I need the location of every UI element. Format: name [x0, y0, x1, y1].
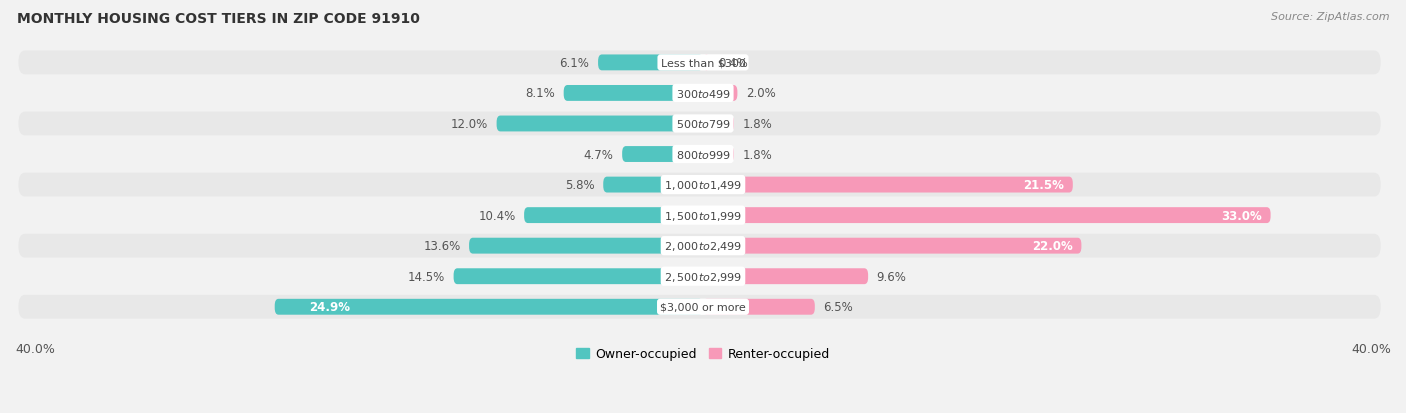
FancyBboxPatch shape: [598, 55, 703, 71]
FancyBboxPatch shape: [703, 268, 868, 285]
Text: 8.1%: 8.1%: [526, 87, 555, 100]
Text: 1.8%: 1.8%: [742, 148, 772, 161]
Text: 12.0%: 12.0%: [451, 118, 488, 131]
Text: 1.8%: 1.8%: [742, 118, 772, 131]
Text: $300 to $499: $300 to $499: [675, 88, 731, 100]
Text: 6.5%: 6.5%: [824, 301, 853, 313]
FancyBboxPatch shape: [18, 143, 1381, 166]
FancyBboxPatch shape: [703, 208, 1271, 223]
Text: 9.6%: 9.6%: [877, 270, 907, 283]
Text: 40.0%: 40.0%: [15, 342, 55, 355]
FancyBboxPatch shape: [703, 116, 734, 132]
Text: $1,500 to $1,999: $1,500 to $1,999: [664, 209, 742, 222]
FancyBboxPatch shape: [18, 234, 1381, 258]
Text: Less than $300: Less than $300: [661, 58, 745, 68]
FancyBboxPatch shape: [18, 204, 1381, 228]
Text: 13.6%: 13.6%: [423, 240, 461, 253]
Text: Source: ZipAtlas.com: Source: ZipAtlas.com: [1271, 12, 1389, 22]
FancyBboxPatch shape: [623, 147, 703, 163]
FancyBboxPatch shape: [703, 55, 710, 71]
FancyBboxPatch shape: [524, 208, 703, 223]
FancyBboxPatch shape: [603, 177, 703, 193]
FancyBboxPatch shape: [470, 238, 703, 254]
Text: MONTHLY HOUSING COST TIERS IN ZIP CODE 91910: MONTHLY HOUSING COST TIERS IN ZIP CODE 9…: [17, 12, 420, 26]
Text: $3,000 or more: $3,000 or more: [661, 302, 745, 312]
Text: $800 to $999: $800 to $999: [675, 149, 731, 161]
Text: $500 to $799: $500 to $799: [675, 118, 731, 130]
FancyBboxPatch shape: [18, 173, 1381, 197]
FancyBboxPatch shape: [274, 299, 703, 315]
FancyBboxPatch shape: [18, 51, 1381, 75]
Text: $2,000 to $2,499: $2,000 to $2,499: [664, 240, 742, 253]
Text: 10.4%: 10.4%: [478, 209, 516, 222]
FancyBboxPatch shape: [564, 86, 703, 102]
Text: 24.9%: 24.9%: [309, 301, 350, 313]
Text: 40.0%: 40.0%: [1351, 342, 1391, 355]
FancyBboxPatch shape: [703, 86, 737, 102]
Text: 33.0%: 33.0%: [1222, 209, 1263, 222]
Text: $2,500 to $2,999: $2,500 to $2,999: [664, 270, 742, 283]
Text: $1,000 to $1,499: $1,000 to $1,499: [664, 179, 742, 192]
Text: 2.0%: 2.0%: [747, 87, 776, 100]
FancyBboxPatch shape: [454, 268, 703, 285]
FancyBboxPatch shape: [18, 82, 1381, 106]
Text: 4.7%: 4.7%: [583, 148, 613, 161]
FancyBboxPatch shape: [703, 238, 1081, 254]
Text: 6.1%: 6.1%: [560, 57, 589, 70]
Text: 21.5%: 21.5%: [1024, 179, 1064, 192]
FancyBboxPatch shape: [703, 177, 1073, 193]
FancyBboxPatch shape: [18, 295, 1381, 319]
Text: 5.8%: 5.8%: [565, 179, 595, 192]
FancyBboxPatch shape: [18, 265, 1381, 288]
Text: 22.0%: 22.0%: [1032, 240, 1073, 253]
FancyBboxPatch shape: [703, 299, 815, 315]
Text: 0.4%: 0.4%: [718, 57, 748, 70]
Text: 14.5%: 14.5%: [408, 270, 446, 283]
FancyBboxPatch shape: [496, 116, 703, 132]
Legend: Owner-occupied, Renter-occupied: Owner-occupied, Renter-occupied: [571, 342, 835, 366]
FancyBboxPatch shape: [703, 147, 734, 163]
FancyBboxPatch shape: [18, 112, 1381, 136]
